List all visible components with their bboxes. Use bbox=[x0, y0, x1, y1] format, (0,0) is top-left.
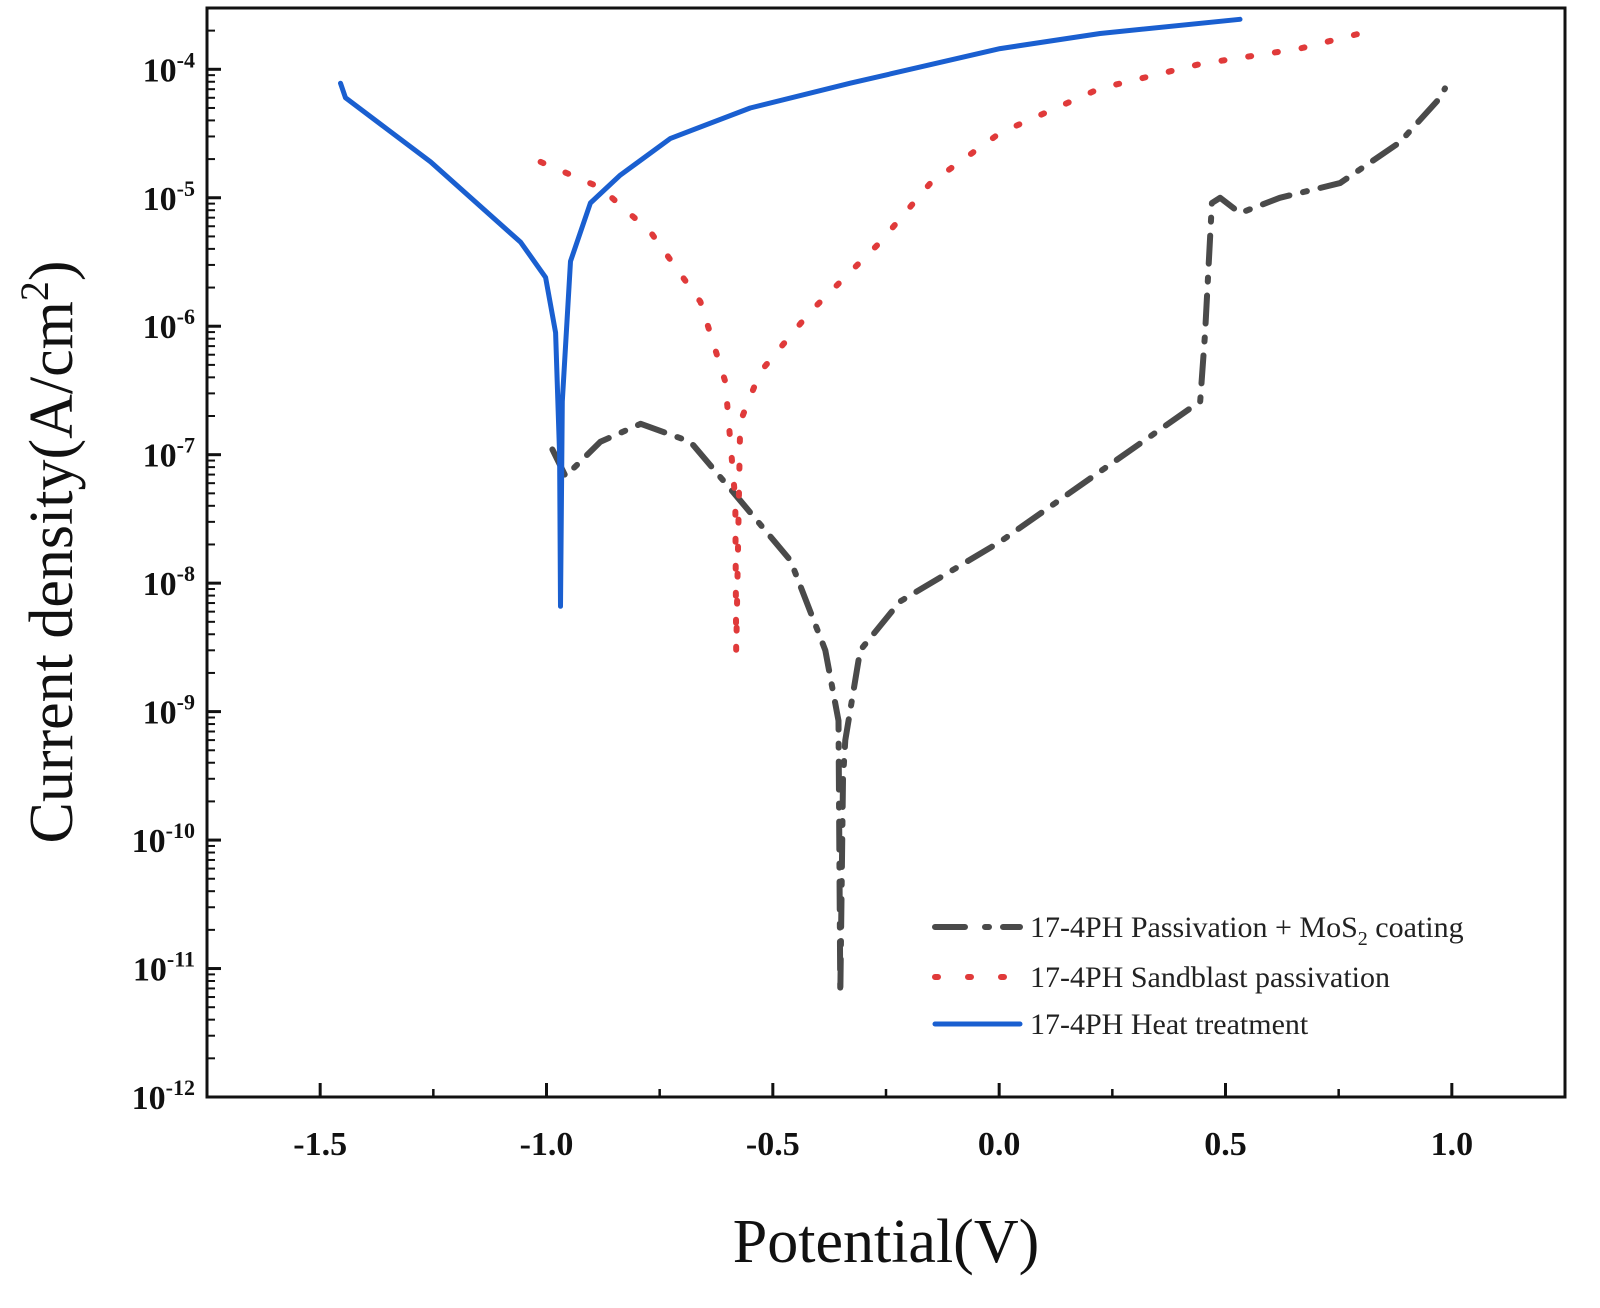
series-layer bbox=[338, 16, 1448, 998]
y-tick-label: 10-6 bbox=[143, 304, 195, 346]
y-tick-label: 10-11 bbox=[133, 947, 195, 989]
y-tick-label: 10-10 bbox=[132, 818, 195, 860]
legend: 17-4PH Passivation + MoS2 coating 17-4PH … bbox=[932, 911, 1464, 1041]
series-line bbox=[338, 16, 1243, 609]
legend-label: 17-4PH Heat treatment bbox=[1030, 1008, 1309, 1041]
x-tick-label: -1.5 bbox=[293, 1126, 347, 1163]
x-tick-label: 0.5 bbox=[1204, 1126, 1247, 1163]
x-tick-label: 0.0 bbox=[978, 1126, 1021, 1163]
series-line bbox=[537, 30, 1363, 656]
legend-label: 17-4PH Sandblast passivation bbox=[1030, 961, 1390, 994]
x-tick-label: -0.5 bbox=[746, 1126, 800, 1163]
axes-layer: -1.5 -1.0 -0.5 0.0 0.5 1.0 10-4 10-5 10-6 10-7 10-… bbox=[132, 29, 1474, 1163]
x-tick-label: -1.0 bbox=[520, 1126, 574, 1163]
y-tick-label: 10-9 bbox=[143, 690, 195, 732]
x-tick-label: 1.0 bbox=[1431, 1126, 1474, 1163]
y-axis-label: Current density(A/cm2) bbox=[12, 260, 86, 843]
legend-label: 17-4PH Passivation + MoS2 coating bbox=[1030, 911, 1464, 950]
y-tick-label: 10-4 bbox=[143, 47, 195, 89]
y-tick-label: 10-8 bbox=[143, 561, 195, 603]
series-line bbox=[549, 85, 1448, 998]
y-tick-label: 10-12 bbox=[132, 1075, 195, 1117]
x-axis-label: Potential(V) bbox=[733, 1208, 1040, 1276]
y-tick-label: 10-7 bbox=[143, 433, 195, 475]
y-tick-label: 10-5 bbox=[143, 176, 195, 218]
